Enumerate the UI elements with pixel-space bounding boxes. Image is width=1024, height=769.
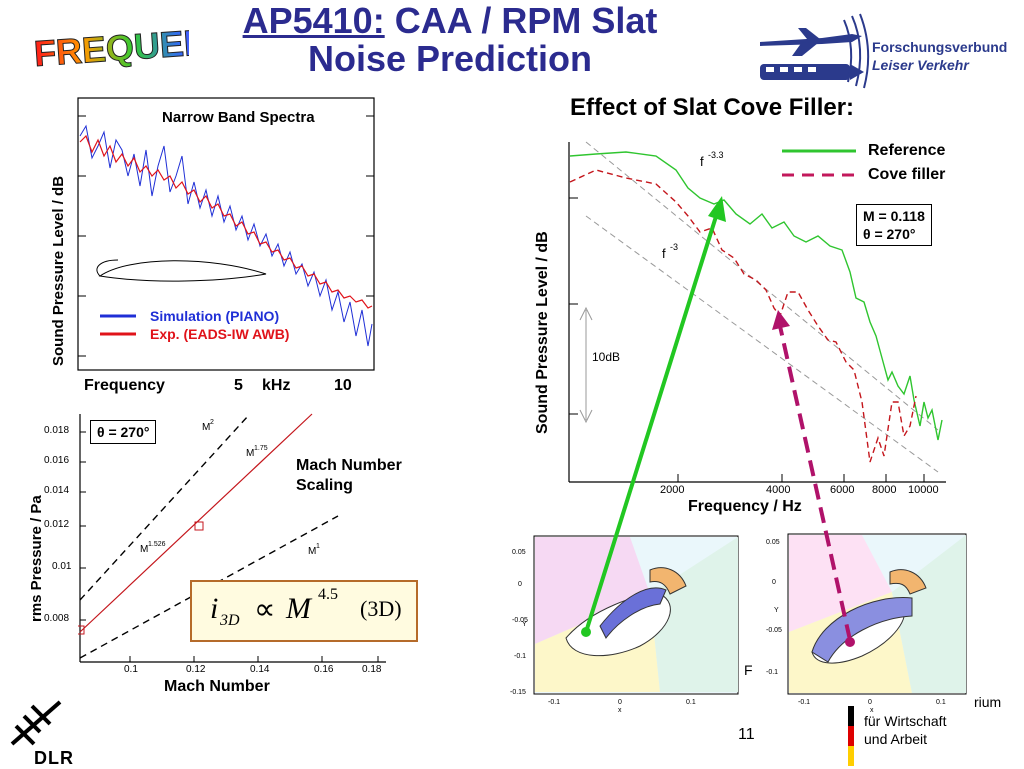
svg-text:-0.1: -0.1 <box>548 699 560 706</box>
cove-xtick: 6000 <box>830 484 855 496</box>
svg-text:0.05: 0.05 <box>512 549 526 556</box>
svg-text:f: f <box>662 246 666 261</box>
scaling-formula: i 3D ∝ M 4.5 (3D) <box>190 580 418 642</box>
scaling-ytick: 0.014 <box>44 485 70 496</box>
spectra-xtick: 10 <box>334 377 352 394</box>
cove-xtick: 2000 <box>660 484 685 496</box>
narrow-band-spectra-chart: Narrow Band Spectra Simulation (PIANO) E… <box>77 97 375 371</box>
svg-text:2: 2 <box>210 419 214 426</box>
spectra-xtick: 5 <box>234 377 243 394</box>
svg-text:-3: -3 <box>670 242 678 252</box>
ministry-fragment: rium <box>974 694 1002 710</box>
reference-arrow <box>584 209 720 633</box>
svg-text:0: 0 <box>618 699 622 706</box>
scaling-xlabel: Mach Number <box>164 678 270 695</box>
scaling-xtick: 0.14 <box>250 664 270 675</box>
airplane-train-icon <box>760 13 870 89</box>
mach-scaling-note: Mach Number Scaling <box>296 457 402 494</box>
partner-name: Forschungsverbund Leiser Verkehr <box>872 39 1008 73</box>
svg-text:-0.05: -0.05 <box>766 627 782 634</box>
svg-text:0.05: 0.05 <box>766 539 780 546</box>
page-number: 11 <box>738 726 755 743</box>
scaling-ytick: 0.016 <box>44 455 70 466</box>
reference-series <box>569 151 943 441</box>
dlr-logo-text: DLR <box>34 748 74 768</box>
svg-text:Y: Y <box>774 607 779 614</box>
scale-bar-label: 10dB <box>592 350 620 364</box>
scaling-xtick: 0.16 <box>314 664 334 675</box>
m175-line <box>79 413 313 633</box>
svg-text:-0.15: -0.15 <box>510 689 526 696</box>
svg-text:-0.1: -0.1 <box>766 669 778 676</box>
svg-text:f: f <box>700 154 704 169</box>
svg-text:x: x <box>870 707 874 714</box>
svg-text:-0.1: -0.1 <box>514 653 526 660</box>
flag-gold <box>848 746 854 766</box>
cove-xtick: 8000 <box>872 484 897 496</box>
svg-text:1: 1 <box>316 543 320 550</box>
scaling-xtick: 0.18 <box>362 664 382 675</box>
frequenz-logo: FREQUENZ <box>32 20 189 75</box>
svg-text:0.1: 0.1 <box>936 699 946 706</box>
mesh-reference-image: 0.05 0 -0.05 -0.1 -0.15 Y -0.1 0 0.1 x <box>510 535 739 714</box>
svg-text:Y: Y <box>522 621 527 628</box>
experiment-series <box>79 134 373 309</box>
svg-text:M: M <box>308 546 316 557</box>
cove-title: Effect of Slat Cove Filler: <box>570 94 855 121</box>
svg-text:0: 0 <box>518 581 522 588</box>
scaling-ytick: 0.018 <box>44 425 70 436</box>
cove-xtick: 4000 <box>766 484 791 496</box>
svg-text:0.1: 0.1 <box>686 699 696 706</box>
spectra-title: Narrow Band Spectra <box>162 109 315 126</box>
cove-filler-series <box>569 169 917 463</box>
svg-text:0: 0 <box>772 579 776 586</box>
scaling-xtick: 0.12 <box>186 664 206 675</box>
cove-xlabel: Frequency / Hz <box>688 498 802 515</box>
svg-text:M: M <box>140 544 148 555</box>
svg-text:1.75: 1.75 <box>254 445 268 452</box>
legend-simulation: Simulation (PIANO) <box>150 308 279 324</box>
flag-red <box>848 726 854 746</box>
svg-text:x: x <box>618 707 622 714</box>
scaling-ytick: 0.008 <box>44 613 70 624</box>
scaling-ytick: 0.01 <box>52 561 72 572</box>
legend-experiment: Exp. (EADS-IW AWB) <box>150 326 289 342</box>
svg-text:M: M <box>202 422 210 433</box>
footer-fragment: F <box>744 662 753 678</box>
cove-legend-lines <box>782 149 856 177</box>
svg-text:-0.1: -0.1 <box>798 699 810 706</box>
svg-text:0: 0 <box>868 699 872 706</box>
spectra-xunit: kHz <box>262 377 291 394</box>
flag-black <box>848 706 854 726</box>
ministry-name: für Wirtschaft und Arbeit <box>864 713 947 747</box>
m2-line <box>79 415 249 601</box>
dlr-logo-icon <box>10 700 62 746</box>
cove-filler-arrow <box>778 325 852 641</box>
svg-text:-3.3: -3.3 <box>708 150 724 160</box>
legend-reference: Reference <box>868 142 946 159</box>
cove-xtick: 10000 <box>908 484 939 496</box>
svg-text:-0.05: -0.05 <box>512 617 528 624</box>
theta-label: θ = 270° <box>90 420 157 444</box>
legend-cove-filler: Cove filler <box>868 166 946 183</box>
scaling-ytick: 0.012 <box>44 519 70 530</box>
mesh-cove-filler-image: 0.05 0 -0.05 -0.1 Y -0.1 0 0.1 x <box>766 533 967 714</box>
cove-filler-chart: 10dB f -3.3 f -3 <box>568 141 946 483</box>
scaling-xtick: 0.1 <box>124 664 138 675</box>
cove-conditions: M = 0.118 θ = 270° <box>856 204 932 246</box>
slide-title: AP5410: CAA / RPM Slat Noise Prediction <box>242 0 658 79</box>
spectra-xlabel: Frequency <box>84 377 165 394</box>
svg-text:1.526: 1.526 <box>148 541 166 548</box>
svg-text:M: M <box>246 448 254 459</box>
airfoil-sketch <box>98 260 267 282</box>
